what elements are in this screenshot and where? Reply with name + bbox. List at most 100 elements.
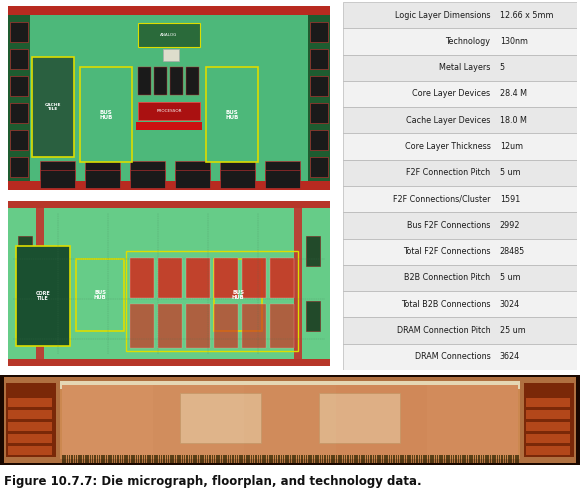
Bar [336, 455, 337, 463]
Bar [437, 455, 438, 463]
Bar [343, 212, 577, 239]
Bar [179, 455, 181, 463]
Bar [165, 455, 167, 463]
Text: 2992: 2992 [500, 221, 520, 230]
Bar [214, 455, 215, 463]
Bar [405, 455, 406, 463]
Bar [319, 393, 400, 443]
Bar [232, 455, 234, 463]
Bar [269, 455, 270, 463]
Bar [496, 455, 498, 463]
Bar [281, 455, 282, 463]
Bar [271, 455, 273, 463]
Bar [310, 157, 328, 177]
Bar [350, 455, 351, 463]
Bar [448, 455, 450, 463]
Text: BUS
HUB: BUS HUB [225, 109, 239, 120]
Bar [292, 455, 293, 463]
Bar [220, 170, 255, 188]
Bar [441, 455, 443, 463]
Bar [136, 122, 202, 130]
Bar [427, 385, 518, 455]
Bar [467, 455, 468, 463]
Bar [10, 22, 28, 42]
Text: Metal Layers: Metal Layers [439, 63, 491, 72]
Bar [400, 455, 401, 463]
Bar [365, 455, 367, 463]
Bar [276, 455, 277, 463]
Text: Total B2B Connections: Total B2B Connections [401, 300, 491, 309]
Bar [154, 67, 167, 95]
Bar [143, 455, 144, 463]
Bar [133, 455, 135, 463]
Bar [310, 49, 328, 69]
Bar [119, 455, 121, 463]
Text: 25 um: 25 um [500, 326, 525, 335]
Bar [294, 455, 296, 463]
Text: 12um: 12um [500, 142, 523, 151]
Bar [227, 455, 229, 463]
Bar [343, 54, 577, 81]
Text: Core Layer Devices: Core Layer Devices [412, 90, 491, 99]
Bar [308, 455, 310, 463]
Bar [494, 455, 496, 463]
Text: F2F Connections/Cluster: F2F Connections/Cluster [393, 195, 491, 203]
Bar [343, 28, 577, 54]
Bar [175, 455, 176, 463]
Bar [432, 455, 434, 463]
Bar [85, 170, 120, 188]
Bar [244, 455, 245, 463]
Bar [416, 455, 418, 463]
Text: 3624: 3624 [500, 352, 520, 361]
Bar [8, 201, 330, 208]
Bar [186, 304, 210, 348]
Bar [85, 161, 120, 179]
Bar [71, 455, 72, 463]
Bar [170, 67, 183, 95]
Bar [310, 455, 312, 463]
Bar [147, 455, 148, 463]
Bar [8, 446, 52, 455]
Bar [513, 455, 514, 463]
Bar [168, 455, 169, 463]
Bar [472, 455, 473, 463]
Bar [145, 455, 146, 463]
Bar [195, 455, 197, 463]
Text: 28485: 28485 [500, 247, 525, 256]
Bar [60, 381, 520, 389]
Text: Total F2F Connections: Total F2F Connections [403, 247, 491, 256]
Bar [163, 455, 165, 463]
Bar [506, 455, 508, 463]
Bar [103, 455, 105, 463]
Text: 5 um: 5 um [500, 168, 520, 177]
Bar [403, 455, 404, 463]
Bar [343, 344, 577, 370]
Bar [242, 304, 266, 348]
Bar [343, 239, 577, 265]
Text: 5: 5 [500, 63, 505, 72]
Bar [76, 455, 77, 463]
Bar [130, 304, 154, 348]
Bar [306, 301, 320, 331]
Bar [8, 398, 52, 407]
Bar [363, 455, 365, 463]
Bar [62, 385, 518, 455]
Bar [439, 455, 441, 463]
Bar [503, 455, 505, 463]
Text: 5 um: 5 um [500, 274, 520, 283]
Bar [347, 455, 349, 463]
Bar [163, 49, 179, 61]
Bar [67, 455, 68, 463]
Bar [310, 103, 328, 123]
Bar [255, 455, 257, 463]
Bar [488, 455, 489, 463]
Bar [265, 170, 300, 188]
Text: DRAM Connections: DRAM Connections [415, 352, 491, 361]
Bar [308, 15, 330, 181]
Bar [10, 157, 28, 177]
Bar [425, 455, 427, 463]
Bar [88, 455, 89, 463]
Bar [223, 455, 224, 463]
Bar [526, 398, 570, 407]
Bar [136, 455, 137, 463]
